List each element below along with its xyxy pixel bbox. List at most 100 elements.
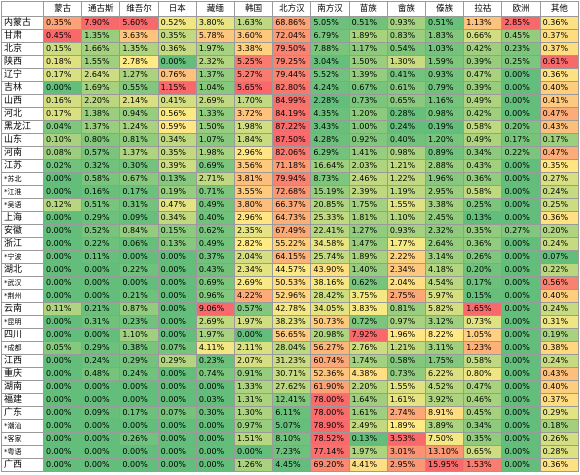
cell: 2.32% [195,55,236,69]
cell: 0.11% [42,302,83,316]
cell: 1.61% [386,393,427,407]
cell: 0.34% [463,146,503,160]
row-label: *粤语 [1,445,44,459]
cell: 0.25% [463,198,503,212]
cell: 0.26% [119,432,159,446]
cell: 1.20% [425,133,465,147]
cell: 0.10% [42,133,83,147]
cell: 1.31% [234,393,274,407]
column-header: 韩国 [234,1,274,17]
cell: 0.41% [539,94,580,108]
cell: 1.98% [234,120,274,134]
cell: 4.52% [425,380,465,394]
cell: 0.00% [157,419,197,433]
cell: 1.97% [348,445,388,459]
cell: 84.99% [272,94,312,108]
cell: 0.31% [119,198,159,212]
cell: 0.30% [119,159,159,173]
cell: 0.00% [234,445,274,459]
cell: 0.98% [386,146,427,160]
cell: 0.58% [386,354,427,368]
cell: 0.24% [539,302,580,316]
cell: 0.52% [81,224,121,238]
cell: 2.04% [234,250,274,264]
cell: 1.13% [463,16,503,30]
cell: 4.38% [348,367,388,381]
row-label: 辽宁 [1,68,44,82]
cell: 25.33% [310,211,350,225]
cell: 0.00% [119,276,159,290]
row-label: 陕西 [1,55,44,69]
cell: 50.53% [272,276,312,290]
cell: 5.65% [234,81,274,95]
cell: 0.00% [42,289,83,303]
cell: 0.26% [539,432,580,446]
row: *荆州 0.00% 0.00% 0.21% 0.00% 0.96% 4.22% 52.96% 2… [1,289,580,303]
cell: 0.22% [539,263,580,277]
cell: 0.18% [42,55,83,69]
cell: 0.37% [539,393,580,407]
cell: 2.34% [386,263,427,277]
cell: 0.00% [157,302,197,316]
row-label: *潮汕 [1,419,44,433]
cell: 0.25% [539,198,580,212]
cell: 1.50% [348,55,388,69]
cell: 7.50% [425,432,465,446]
cell: 0.00% [119,445,159,459]
cell: 1.77% [386,237,427,251]
row: 湖南 0.00% 0.00% 0.00% 0.00% 0.00% 1.33% 27.62% 61… [1,380,580,394]
cell: 0.61% [539,55,580,69]
cell: 15.95% [425,458,465,472]
cell: 1.33% [234,380,274,394]
cell: 67.49% [272,224,312,238]
row: 山西 0.16% 2.20% 2.14% 0.41% 2.69% 1.70% 84.99% 2.… [1,94,580,108]
cell: 78.00% [310,393,350,407]
cell: 79.44% [272,68,312,82]
cell: 0.15% [463,289,503,303]
cell: 3.38% [234,42,274,56]
cell: 87.50% [272,133,312,147]
cell: 0.81% [386,302,427,316]
cell: 0.00% [501,406,541,420]
cell: 0.37% [539,29,580,43]
cell: 0.97% [386,315,427,329]
cell: 2.64% [425,237,465,251]
cell: 0.36% [463,237,503,251]
cell: 3.01% [386,445,427,459]
cell: 0.17% [501,133,541,147]
corner [1,1,44,17]
cell: 0.42% [463,107,503,121]
column-header: 其他 [539,1,580,17]
column-header: 畲族 [386,1,427,17]
row: 上海 0.00% 0.29% 0.09% 0.34% 0.40% 2.96% 64.73% 25… [1,211,580,225]
cell: 0.17% [119,185,159,199]
header-row: 蒙古 通古斯 维吾尔 日本 藏缅 韩国 北方汉 南方汉 苗族 畲族 傣族 拉祜 欧洲 其他 [1,1,580,17]
cell: 1.23% [463,341,503,355]
cell: 0.00% [42,328,83,342]
cell: 2.96% [234,146,274,160]
cell: 0.03% [195,393,236,407]
cell: 1.55% [386,380,427,394]
cell: 3.92% [425,393,465,407]
cell: 0.28% [539,445,580,459]
cell: 1.15% [157,81,197,95]
row: 北京 0.15% 1.66% 1.35% 0.36% 1.97% 3.38% 79.50% 7.… [1,42,580,56]
cell: 0.38% [119,341,159,355]
cell: 9.06% [195,302,236,316]
cell: 0.92% [348,133,388,147]
cell: 3.53% [386,432,427,446]
cell: 0.57% [81,146,121,160]
row-label: 四川 [1,328,44,342]
cell: 0.43% [463,159,503,173]
cell: 3.11% [425,341,465,355]
cell: 0.57% [234,302,274,316]
cell: 1.05% [463,328,503,342]
cell: 0.37% [539,42,580,56]
cell: 0.72% [348,315,388,329]
cell: 1.07% [195,133,236,147]
cell: 0.00% [501,380,541,394]
cell: 0.19% [539,328,580,342]
cell: 5.25% [234,55,274,69]
cell: 0.93% [386,224,427,238]
